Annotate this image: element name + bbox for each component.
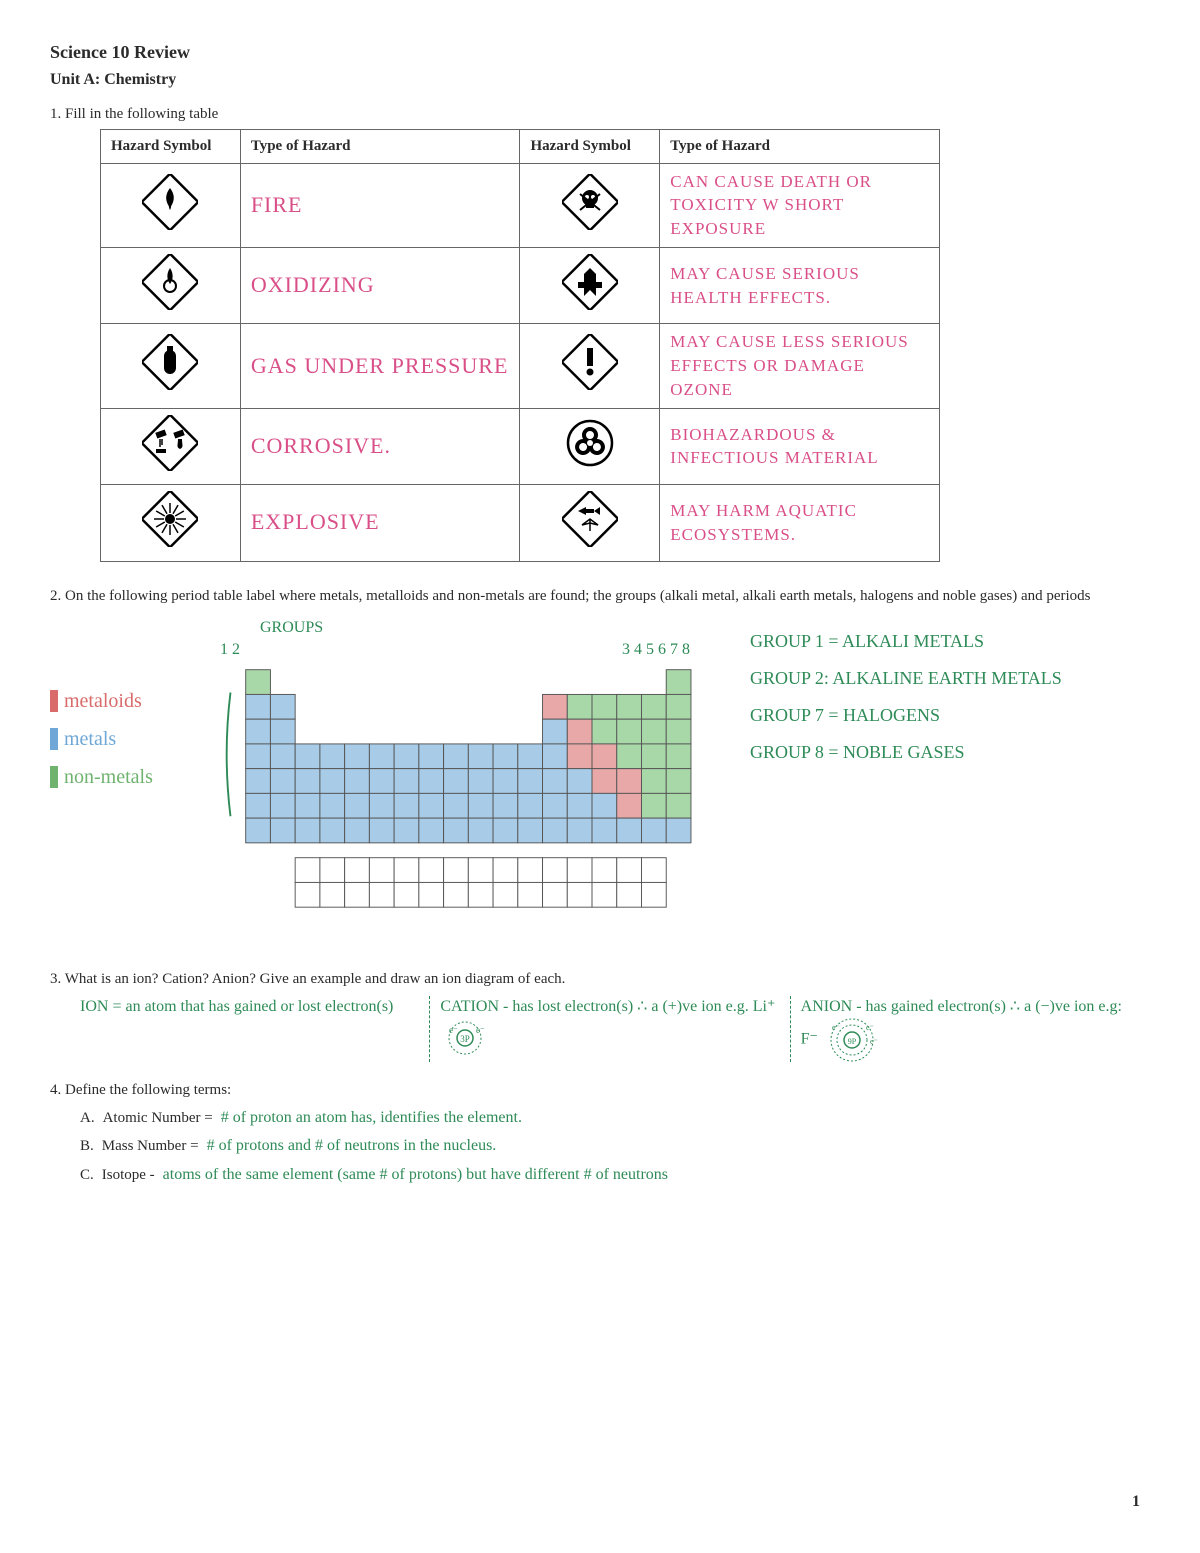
svg-text:e⁻: e⁻ xyxy=(870,1037,878,1046)
hazard-icon-corrosive xyxy=(101,408,241,484)
hazard-icon-explosive xyxy=(101,485,241,561)
hazard-row: FIRE CAN CAUSE DEATH OR TOXICITY W SHORT… xyxy=(101,163,940,247)
hazard-type-right: CAN CAUSE DEATH OR TOXICITY W SHORT EXPO… xyxy=(660,163,940,247)
periodic-table-svg xyxy=(220,661,710,941)
q2-legend-right: GROUP 1 = ALKALI METALS GROUP 2: ALKALINE… xyxy=(730,617,1130,778)
periodic-table: GROUPS 1 2 3 4 5 6 7 8 xyxy=(220,617,730,949)
hazard-row: GAS UNDER PRESSURE MAY CAUSE LESS SERIOU… xyxy=(101,324,940,408)
hazard-type-left: OXIDIZING xyxy=(240,247,520,323)
q4-item: B. Mass Number = # of protons and # of n… xyxy=(80,1135,1150,1157)
q4-letter: A. xyxy=(80,1108,95,1129)
q4-answer: # of protons and # of neutrons in the nu… xyxy=(207,1135,497,1157)
page-number: 1 xyxy=(1132,1491,1140,1513)
q2-prompt: 2. On the following period table label w… xyxy=(50,586,1150,607)
svg-text:e⁻: e⁻ xyxy=(449,1025,458,1035)
th-symbol-1: Hazard Symbol xyxy=(101,129,241,163)
q4-prompt: 4. Define the following terms: xyxy=(50,1080,1150,1101)
hazard-type-left: GAS UNDER PRESSURE xyxy=(240,324,520,408)
q4-term: Atomic Number = xyxy=(103,1108,213,1129)
hazard-row: EXPLOSIVE MAY HARM AQUATIC ECOSYSTEMS. xyxy=(101,485,940,561)
groups-label: GROUPS xyxy=(260,617,730,639)
svg-text:e⁻: e⁻ xyxy=(832,1023,840,1032)
th-type-1: Type of Hazard xyxy=(240,129,520,163)
hazard-icon-biohazard xyxy=(520,408,660,484)
group-nums-right: 3 4 5 6 7 8 xyxy=(622,639,690,661)
th-type-2: Type of Hazard xyxy=(660,129,940,163)
q2-legend-left: metaloids metals non-metals xyxy=(50,617,220,801)
anion-diagram-icon: 9P e⁻ e⁻ e⁻ xyxy=(822,1018,882,1062)
hazard-type-left: EXPLOSIVE xyxy=(240,485,520,561)
th-symbol-2: Hazard Symbol xyxy=(520,129,660,163)
hazard-icon-flame-circle xyxy=(101,247,241,323)
legend-item: non-metals xyxy=(50,763,220,791)
swatch-icon xyxy=(50,728,58,750)
q4-answers: A. Atomic Number = # of proton an atom h… xyxy=(80,1107,1150,1186)
group-label: GROUP 8 = NOBLE GASES xyxy=(750,740,1130,765)
hazard-icon-health xyxy=(520,247,660,323)
svg-text:3P: 3P xyxy=(461,1034,471,1044)
hazard-icon-flame xyxy=(101,163,241,247)
group-nums-left: 1 2 xyxy=(220,639,240,661)
legend-item: metaloids xyxy=(50,687,220,715)
q2-container: metaloids metals non-metals GROUPS 1 2 3 4… xyxy=(50,617,1150,949)
hazard-type-left: FIRE xyxy=(240,163,520,247)
svg-text:e⁻: e⁻ xyxy=(476,1025,485,1035)
hazard-row: CORROSIVE. BIOHAZARDOUS & INFECTIOUS MAT… xyxy=(101,408,940,484)
page-title: Science 10 Review xyxy=(50,40,1150,65)
group-label: GROUP 2: ALKALINE EARTH METALS xyxy=(750,666,1130,691)
hazard-type-right: MAY CAUSE LESS SERIOUS EFFECTS OR DAMAGE… xyxy=(660,324,940,408)
q4-item: C. Isotope - atoms of the same element (… xyxy=(80,1164,1150,1186)
q4-letter: C. xyxy=(80,1165,94,1186)
group-label: GROUP 1 = ALKALI METALS xyxy=(750,629,1130,654)
hazard-icon-cylinder xyxy=(101,324,241,408)
swatch-icon xyxy=(50,690,58,712)
q4-answer: # of proton an atom has, identifies the … xyxy=(221,1107,522,1129)
svg-text:9P: 9P xyxy=(848,1037,857,1046)
q4-term: Isotope - xyxy=(102,1165,155,1186)
q3-answers: ION = an atom that has gained or lost el… xyxy=(80,996,1150,1062)
hazard-icon-exclaim xyxy=(520,324,660,408)
swatch-icon xyxy=(50,766,58,788)
legend-item: metals xyxy=(50,725,220,753)
hazard-type-right: BIOHAZARDOUS & INFECTIOUS MATERIAL xyxy=(660,408,940,484)
hazard-type-right: MAY HARM AQUATIC ECOSYSTEMS. xyxy=(660,485,940,561)
hazard-icon-skull xyxy=(520,163,660,247)
q4-answer: atoms of the same element (same # of pro… xyxy=(163,1164,668,1186)
q4-item: A. Atomic Number = # of proton an atom h… xyxy=(80,1107,1150,1129)
hazard-row: OXIDIZING MAY CAUSE SERIOUS HEALTH EFFEC… xyxy=(101,247,940,323)
q4-letter: B. xyxy=(80,1136,94,1157)
hazard-table: Hazard Symbol Type of Hazard Hazard Symb… xyxy=(100,129,940,562)
hazard-icon-aquatic xyxy=(520,485,660,561)
hazard-type-left: CORROSIVE. xyxy=(240,408,520,484)
group-label: GROUP 7 = HALOGENS xyxy=(750,703,1130,728)
q3-anion: ANION - has gained electron(s) ∴ a (−)ve… xyxy=(801,996,1150,1062)
cation-diagram-icon: 3P e⁻ e⁻ xyxy=(440,1018,490,1058)
hazard-type-right: MAY CAUSE SERIOUS HEALTH EFFECTS. xyxy=(660,247,940,323)
q3-cation: CATION - has lost electron(s) ∴ a (+)ve … xyxy=(440,996,790,1062)
q4-term: Mass Number = xyxy=(102,1136,199,1157)
page-subtitle: Unit A: Chemistry xyxy=(50,69,1150,91)
q3-prompt: 3. What is an ion? Cation? Anion? Give a… xyxy=(50,969,1150,990)
q1-prompt: 1. Fill in the following table xyxy=(50,104,1150,125)
q3-ion: ION = an atom that has gained or lost el… xyxy=(80,996,430,1062)
svg-text:e⁻: e⁻ xyxy=(866,1023,874,1032)
